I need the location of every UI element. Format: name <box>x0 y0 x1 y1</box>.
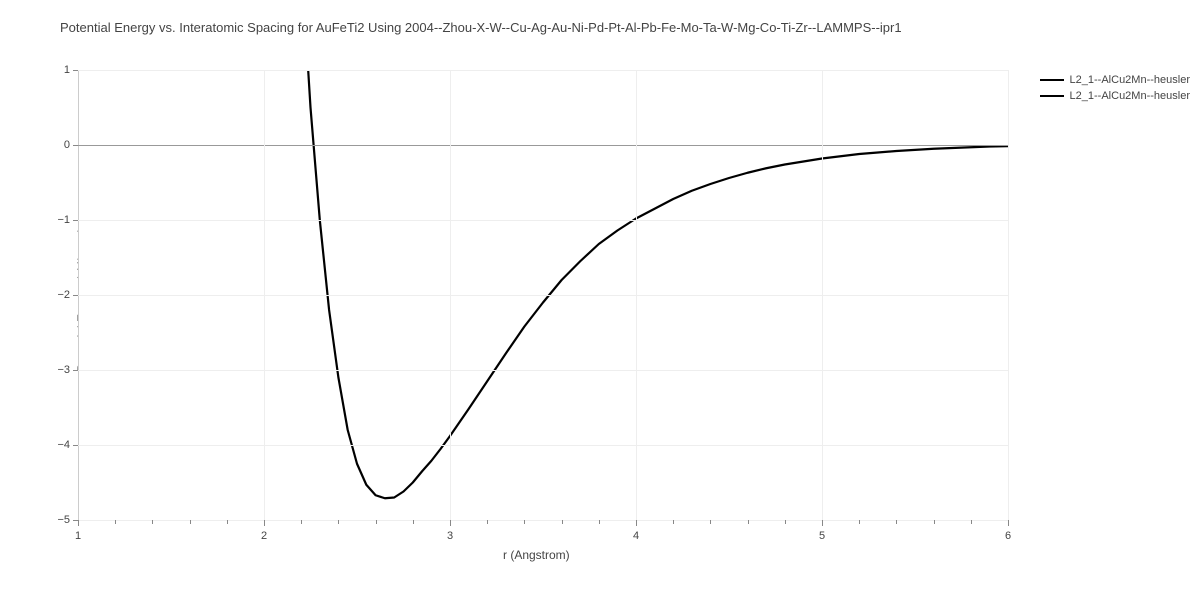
y-tick <box>73 70 78 71</box>
y-tick-label: 1 <box>40 64 70 76</box>
plot-area[interactable] <box>78 70 1008 520</box>
gridline-h <box>78 220 1008 221</box>
gridline-h <box>78 295 1008 296</box>
gridline-h <box>78 70 1008 71</box>
x-minor-tick <box>785 520 786 524</box>
y-tick-label: 0 <box>40 139 70 151</box>
x-tick-label: 3 <box>440 530 460 542</box>
gridline-h <box>78 445 1008 446</box>
y-tick <box>73 145 78 146</box>
y-tick-label: −2 <box>40 289 70 301</box>
x-tick-label: 5 <box>812 530 832 542</box>
legend-label: L2_1--AlCu2Mn--heusler <box>1070 90 1190 102</box>
y-tick-label: −1 <box>40 214 70 226</box>
x-minor-tick <box>338 520 339 524</box>
x-minor-tick <box>599 520 600 524</box>
x-axis-label: r (Angstrom) <box>503 548 570 562</box>
x-tick-label: 1 <box>68 530 88 542</box>
x-minor-tick <box>487 520 488 524</box>
legend-swatch <box>1040 95 1064 97</box>
gridline-h <box>78 520 1008 521</box>
x-minor-tick <box>673 520 674 524</box>
gridline-v <box>450 70 451 520</box>
x-tick-label: 6 <box>998 530 1018 542</box>
y-tick-label: −3 <box>40 364 70 376</box>
x-tick-label: 2 <box>254 530 274 542</box>
x-tick <box>1008 520 1009 526</box>
y-tick <box>73 220 78 221</box>
x-minor-tick <box>227 520 228 524</box>
x-minor-tick <box>190 520 191 524</box>
y-tick-label: −5 <box>40 514 70 526</box>
x-minor-tick <box>748 520 749 524</box>
legend-label: L2_1--AlCu2Mn--heusler <box>1070 74 1190 86</box>
y-tick <box>73 370 78 371</box>
gridline-v <box>822 70 823 520</box>
gridline-v <box>1008 70 1009 520</box>
legend[interactable]: L2_1--AlCu2Mn--heusler L2_1--AlCu2Mn--heu… <box>1040 72 1190 104</box>
x-minor-tick <box>896 520 897 524</box>
x-minor-tick <box>413 520 414 524</box>
x-minor-tick <box>971 520 972 524</box>
chart-title: Potential Energy vs. Interatomic Spacing… <box>60 20 902 35</box>
gridline-v <box>264 70 265 520</box>
y-tick-label: −4 <box>40 439 70 451</box>
x-minor-tick <box>562 520 563 524</box>
x-minor-tick <box>524 520 525 524</box>
x-tick <box>264 520 265 526</box>
x-tick <box>822 520 823 526</box>
gridline-h <box>78 370 1008 371</box>
gridline-v <box>636 70 637 520</box>
x-minor-tick <box>934 520 935 524</box>
x-minor-tick <box>710 520 711 524</box>
legend-item[interactable]: L2_1--AlCu2Mn--heusler <box>1040 88 1190 104</box>
x-minor-tick <box>376 520 377 524</box>
x-tick <box>78 520 79 526</box>
x-tick <box>636 520 637 526</box>
y-tick <box>73 295 78 296</box>
x-tick-label: 4 <box>626 530 646 542</box>
legend-swatch <box>1040 79 1064 81</box>
x-tick <box>450 520 451 526</box>
x-minor-tick <box>152 520 153 524</box>
gridline-h <box>78 145 1008 146</box>
x-minor-tick <box>115 520 116 524</box>
legend-item[interactable]: L2_1--AlCu2Mn--heusler <box>1040 72 1190 88</box>
series-line[interactable] <box>292 0 1008 498</box>
y-tick <box>73 445 78 446</box>
x-minor-tick <box>301 520 302 524</box>
x-minor-tick <box>859 520 860 524</box>
